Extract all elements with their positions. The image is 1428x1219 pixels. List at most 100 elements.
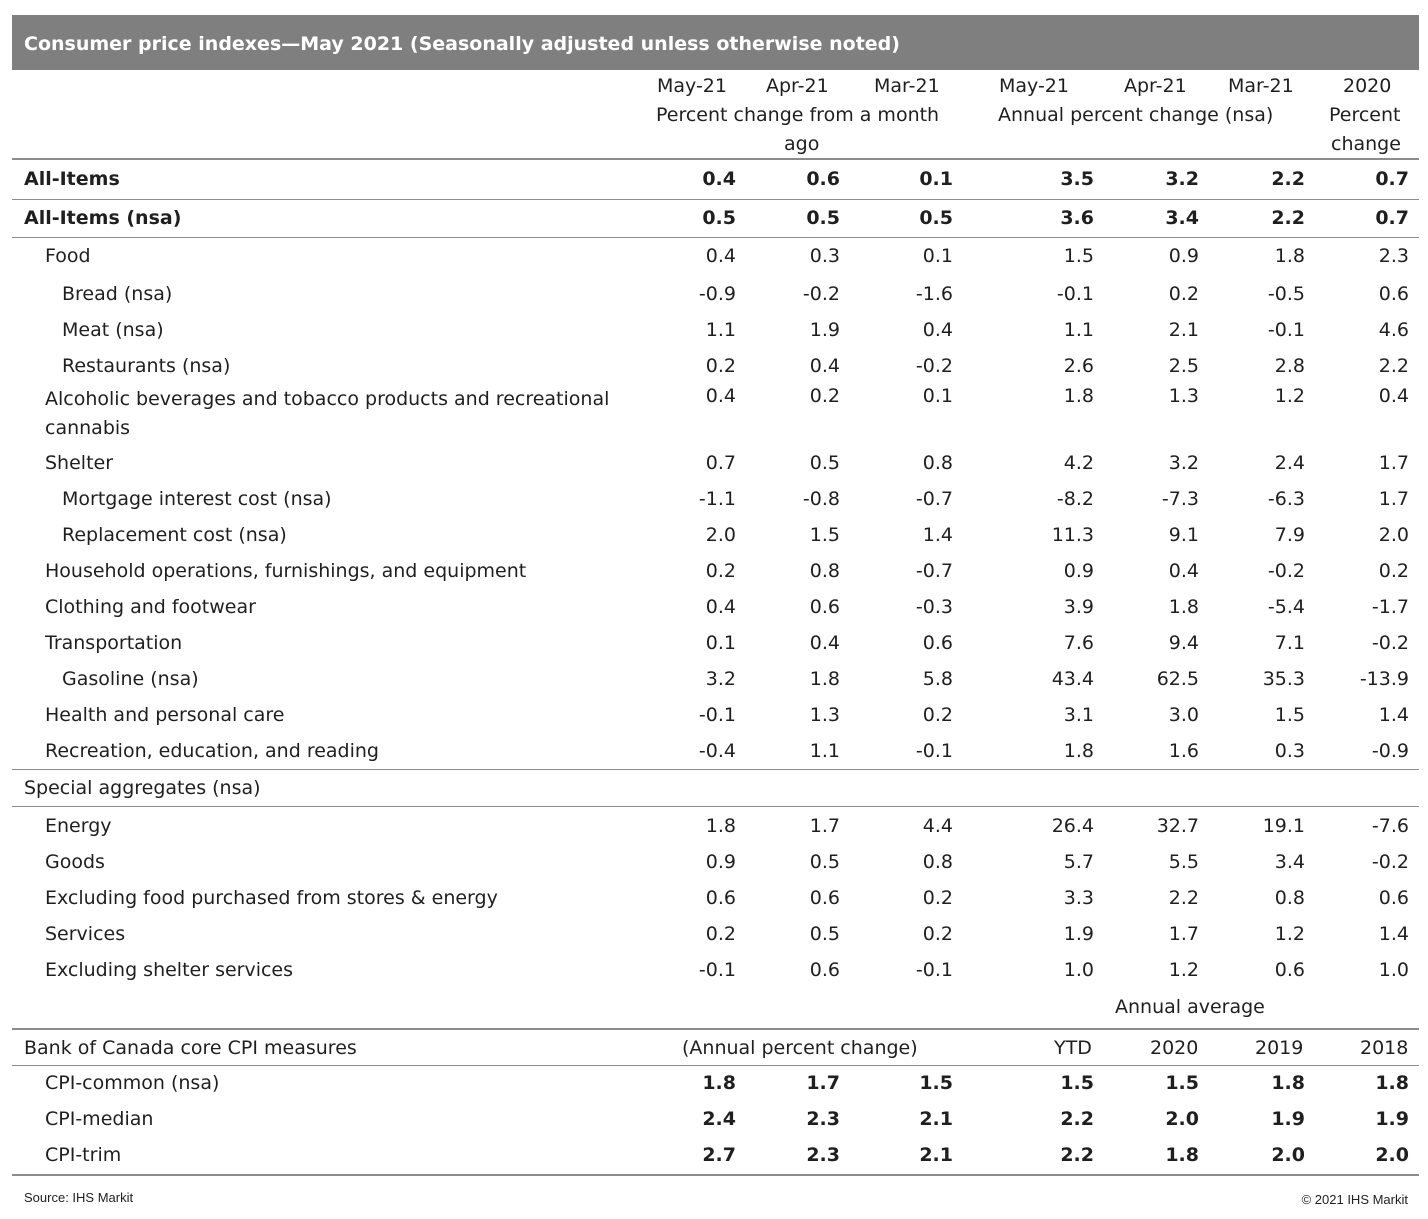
cell-value: -13.9: [1359, 668, 1409, 690]
cell-value: -0.2: [1371, 632, 1409, 654]
cell-value: 4.4: [922, 815, 953, 837]
special-aggregates-heading: Special aggregates (nsa): [12, 769, 1419, 806]
cell-value: 1.0: [1063, 959, 1094, 981]
cell-value: -6.3: [1267, 488, 1305, 510]
cell-value: 0.4: [705, 385, 736, 407]
cell-value: 1.7: [1168, 923, 1199, 945]
table-row: Excluding shelter services -0.1 0.6 -0.1 1.0…: [12, 952, 1419, 988]
cell-value: 3.0: [1168, 704, 1199, 726]
table-row: Food 0.4 0.3 0.1 1.5 0.9 1.8 2.3: [12, 237, 1419, 275]
cell-value: 7.9: [1274, 524, 1305, 546]
cell-value: 2.5: [1168, 355, 1199, 377]
cell-value: 0.3: [809, 245, 840, 267]
column-header: May-21 Apr-21 Mar-21 May-21 Apr-21 Mar-2…: [12, 70, 1419, 160]
cell-value: 5.5: [1168, 851, 1199, 873]
cell-value: 0.4: [1168, 560, 1199, 582]
cell-value: 4.2: [1063, 452, 1094, 474]
cell-value: 2.4: [702, 1108, 736, 1130]
row-label: Goods: [45, 851, 105, 873]
cell-value: 2.8: [1274, 355, 1305, 377]
row-label: Recreation, education, and reading: [45, 740, 379, 762]
cell-value: 3.4: [1274, 851, 1305, 873]
table-row: Services 0.2 0.5 0.2 1.9 1.7 1.2 1.4: [12, 916, 1419, 952]
cell-value: -0.8: [802, 488, 840, 510]
row-label: CPI-median: [45, 1108, 154, 1130]
cell-value: 0.9: [705, 851, 736, 873]
cell-value: 1.8: [1063, 385, 1094, 407]
cell-value: 0.5: [919, 207, 953, 229]
cell-value: 1.8: [1168, 596, 1199, 618]
cell-value: 0.5: [809, 923, 840, 945]
cell-value: 0.1: [922, 245, 953, 267]
cell-value: 35.3: [1262, 668, 1305, 690]
table-row: Bread (nsa) -0.9 -0.2 -1.6 -0.1 0.2 -0.5 0.6: [12, 275, 1419, 311]
row-label: Energy: [45, 815, 112, 837]
cell-value: 1.2: [1274, 385, 1305, 407]
table-row: Gasoline (nsa) 3.2 1.8 5.8 43.4 62.5 35.3 -13.9: [12, 660, 1419, 696]
core-sub: (Annual percent change): [682, 1037, 918, 1059]
col-2020-change: change: [1331, 133, 1401, 155]
table-row: Transportation 0.1 0.4 0.6 7.6 9.4 7.1 -0.2: [12, 624, 1419, 660]
row-label: Excluding shelter services: [45, 959, 294, 981]
cell-value: 26.4: [1051, 815, 1094, 837]
row-label: CPI-common (nsa): [45, 1072, 220, 1094]
source-note: Source: IHS Markit: [24, 1190, 134, 1205]
group-annual-label: Annual percent change (nsa): [998, 104, 1274, 126]
main-rows: All-Items 0.4 0.6 0.1 3.5 3.2 2.2 0.7 All-Items …: [12, 160, 1419, 769]
cell-value: 0.6: [1378, 887, 1409, 909]
cell-value: 1.4: [1378, 704, 1409, 726]
group-month-label: Percent change from a month: [656, 104, 940, 126]
cell-value: 0.2: [705, 560, 736, 582]
table-row: Restaurants (nsa) 0.2 0.4 -0.2 2.6 2.5 2.8 2.2: [12, 347, 1419, 383]
cell-value: 0.4: [705, 596, 736, 618]
cell-value: 0.6: [809, 959, 840, 981]
row-label: Shelter: [45, 452, 114, 474]
row-label: Replacement cost (nsa): [62, 524, 287, 546]
cell-value: 2.3: [806, 1144, 840, 1166]
core-header-row: Bank of Canada core CPI measures (Annual…: [12, 1028, 1419, 1066]
cell-value: 11.3: [1051, 524, 1094, 546]
cell-value: 2.3: [1378, 245, 1409, 267]
cell-value: 0.1: [922, 385, 953, 407]
cell-value: 0.5: [809, 452, 840, 474]
table-row: Household operations, furnishings, and e…: [12, 552, 1419, 588]
table-row: All-Items 0.4 0.6 0.1 3.5 3.2 2.2 0.7: [12, 160, 1419, 199]
cell-value: 0.2: [809, 385, 840, 407]
row-label: Bread (nsa): [62, 283, 173, 305]
cell-value: 3.1: [1063, 704, 1094, 726]
cell-value: 1.7: [1378, 488, 1409, 510]
cell-value: 0.2: [705, 923, 736, 945]
cell-value: 2.1: [919, 1144, 953, 1166]
cell-value: 5.7: [1063, 851, 1094, 873]
cell-value: -0.1: [698, 704, 736, 726]
col-apr21-month: Apr-21: [766, 75, 829, 97]
cell-value: 1.4: [922, 524, 953, 546]
cell-value: 1.0: [1378, 959, 1409, 981]
cell-value: 2.2: [1378, 355, 1409, 377]
cell-value: 0.6: [705, 887, 736, 909]
cell-value: 32.7: [1156, 815, 1199, 837]
table-row: CPI-common (nsa) 1.8 1.7 1.5 1.5 1.5 1.8 1.8: [12, 1066, 1419, 1102]
cell-value: 1.5: [1060, 1072, 1094, 1094]
cell-value: -1.6: [915, 283, 953, 305]
cell-value: 3.2: [1165, 168, 1199, 190]
cell-value: 0.9: [1168, 245, 1199, 267]
cell-value: 0.4: [809, 632, 840, 654]
cell-value: 1.8: [1271, 1072, 1305, 1094]
row-label: Clothing and footwear: [45, 596, 256, 618]
cell-value: 3.2: [705, 668, 736, 690]
cell-value: 1.8: [1063, 740, 1094, 762]
cell-value: 0.8: [922, 851, 953, 873]
table-row: Mortgage interest cost (nsa) -1.1 -0.8 -0.7…: [12, 480, 1419, 516]
cell-value: 0.4: [1378, 385, 1409, 407]
cell-value: 0.2: [922, 887, 953, 909]
cell-value: 0.2: [705, 355, 736, 377]
cell-value: -5.4: [1267, 596, 1305, 618]
cell-value: 2.1: [1168, 319, 1199, 341]
cell-value: 0.6: [809, 596, 840, 618]
cell-value: 2.0: [705, 524, 736, 546]
cell-value: 0.4: [702, 168, 736, 190]
cell-value: 0.2: [922, 704, 953, 726]
cell-value: 1.5: [809, 524, 840, 546]
row-label: Meat (nsa): [62, 319, 164, 341]
